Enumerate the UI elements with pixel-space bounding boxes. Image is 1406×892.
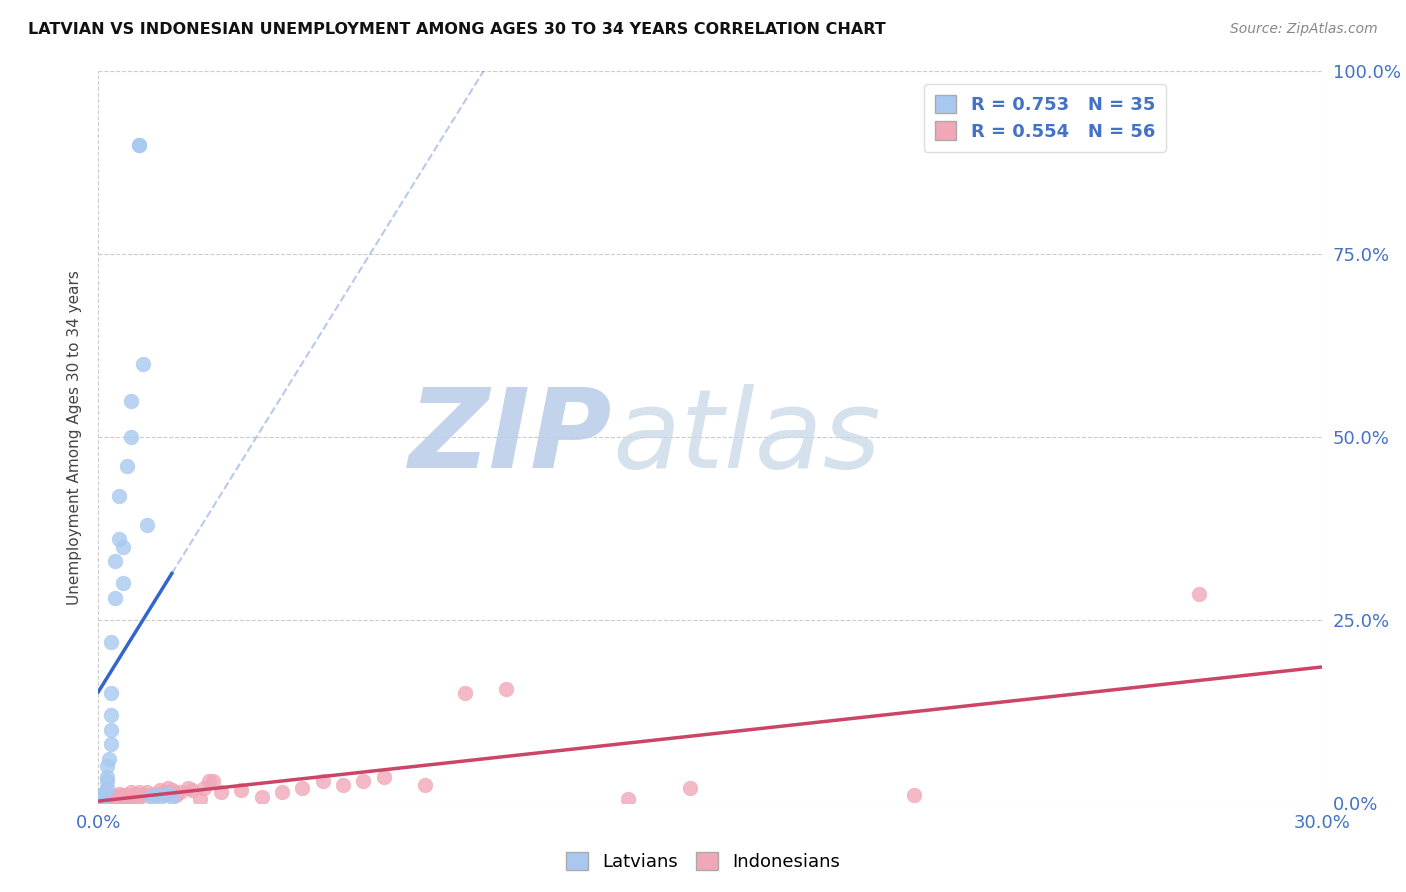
Point	[97, 752, 120, 766]
Point	[100, 686, 122, 700]
Point	[91, 792, 114, 806]
Point	[96, 789, 118, 804]
Point	[141, 789, 163, 803]
Point	[91, 789, 114, 804]
Point	[201, 773, 224, 788]
Point	[454, 686, 477, 700]
Point	[108, 794, 131, 808]
Point	[89, 794, 111, 808]
Point	[145, 789, 167, 803]
Point	[111, 576, 134, 591]
Point	[100, 635, 122, 649]
Point	[96, 794, 118, 808]
Point	[111, 540, 134, 554]
Text: ZIP: ZIP	[409, 384, 612, 491]
Point	[89, 794, 111, 808]
Point	[903, 789, 925, 803]
Point	[197, 773, 219, 788]
Point	[108, 533, 131, 547]
Point	[100, 723, 122, 737]
Point	[156, 781, 179, 796]
Text: Source: ZipAtlas.com: Source: ZipAtlas.com	[1230, 22, 1378, 37]
Point	[128, 785, 150, 799]
Point	[111, 789, 134, 803]
Point	[120, 789, 142, 804]
Point	[124, 787, 146, 801]
Point	[120, 785, 142, 799]
Point	[96, 781, 118, 796]
Point	[270, 785, 294, 799]
Point	[679, 781, 702, 796]
Y-axis label: Unemployment Among Ages 30 to 34 years: Unemployment Among Ages 30 to 34 years	[67, 269, 83, 605]
Point	[145, 787, 167, 801]
Point	[96, 770, 118, 784]
Point	[156, 787, 179, 801]
Point	[231, 782, 253, 797]
Point	[90, 794, 112, 808]
Point	[108, 789, 131, 804]
Point	[188, 792, 212, 806]
Point	[96, 759, 118, 773]
Point	[250, 789, 273, 804]
Point	[96, 792, 118, 806]
Point	[136, 517, 159, 532]
Point	[124, 792, 146, 806]
Point	[128, 137, 150, 152]
Point	[91, 789, 114, 803]
Point	[93, 785, 115, 799]
Point	[495, 682, 517, 697]
Point	[91, 794, 114, 808]
Point	[100, 794, 122, 808]
Point	[108, 787, 131, 801]
Point	[111, 792, 134, 806]
Point	[120, 393, 142, 408]
Point	[115, 459, 138, 474]
Point	[120, 430, 142, 444]
Point	[617, 792, 640, 806]
Point	[136, 785, 159, 799]
Point	[115, 789, 138, 803]
Point	[352, 773, 374, 788]
Point	[100, 708, 122, 723]
Point	[100, 789, 122, 803]
Point	[149, 789, 172, 804]
Point	[169, 785, 191, 799]
Text: LATVIAN VS INDONESIAN UNEMPLOYMENT AMONG AGES 30 TO 34 YEARS CORRELATION CHART: LATVIAN VS INDONESIAN UNEMPLOYMENT AMONG…	[28, 22, 886, 37]
Text: atlas: atlas	[612, 384, 880, 491]
Point	[413, 777, 436, 792]
Point	[373, 770, 395, 784]
Point	[160, 789, 183, 804]
Point	[149, 782, 172, 797]
Point	[152, 785, 174, 799]
Point	[181, 782, 204, 797]
Point	[132, 789, 155, 803]
Point	[104, 789, 127, 804]
Point	[128, 137, 150, 152]
Point	[100, 737, 122, 751]
Point	[177, 781, 200, 796]
Point	[141, 789, 163, 804]
Point	[100, 792, 122, 806]
Point	[209, 785, 232, 799]
Point	[115, 792, 138, 806]
Point	[91, 792, 114, 806]
Point	[132, 357, 155, 371]
Legend: Latvians, Indonesians: Latvians, Indonesians	[558, 845, 848, 879]
Point	[104, 554, 127, 568]
Point	[1188, 587, 1211, 601]
Point	[332, 777, 354, 792]
Point	[96, 773, 118, 788]
Point	[108, 489, 131, 503]
Point	[104, 792, 127, 806]
Point	[152, 789, 174, 803]
Point	[165, 789, 187, 803]
Point	[160, 782, 183, 797]
Point	[104, 591, 127, 605]
Legend: R = 0.753   N = 35, R = 0.554   N = 56: R = 0.753 N = 35, R = 0.554 N = 56	[924, 84, 1166, 152]
Point	[193, 781, 215, 796]
Point	[312, 773, 335, 788]
Point	[291, 781, 314, 796]
Point	[128, 789, 150, 804]
